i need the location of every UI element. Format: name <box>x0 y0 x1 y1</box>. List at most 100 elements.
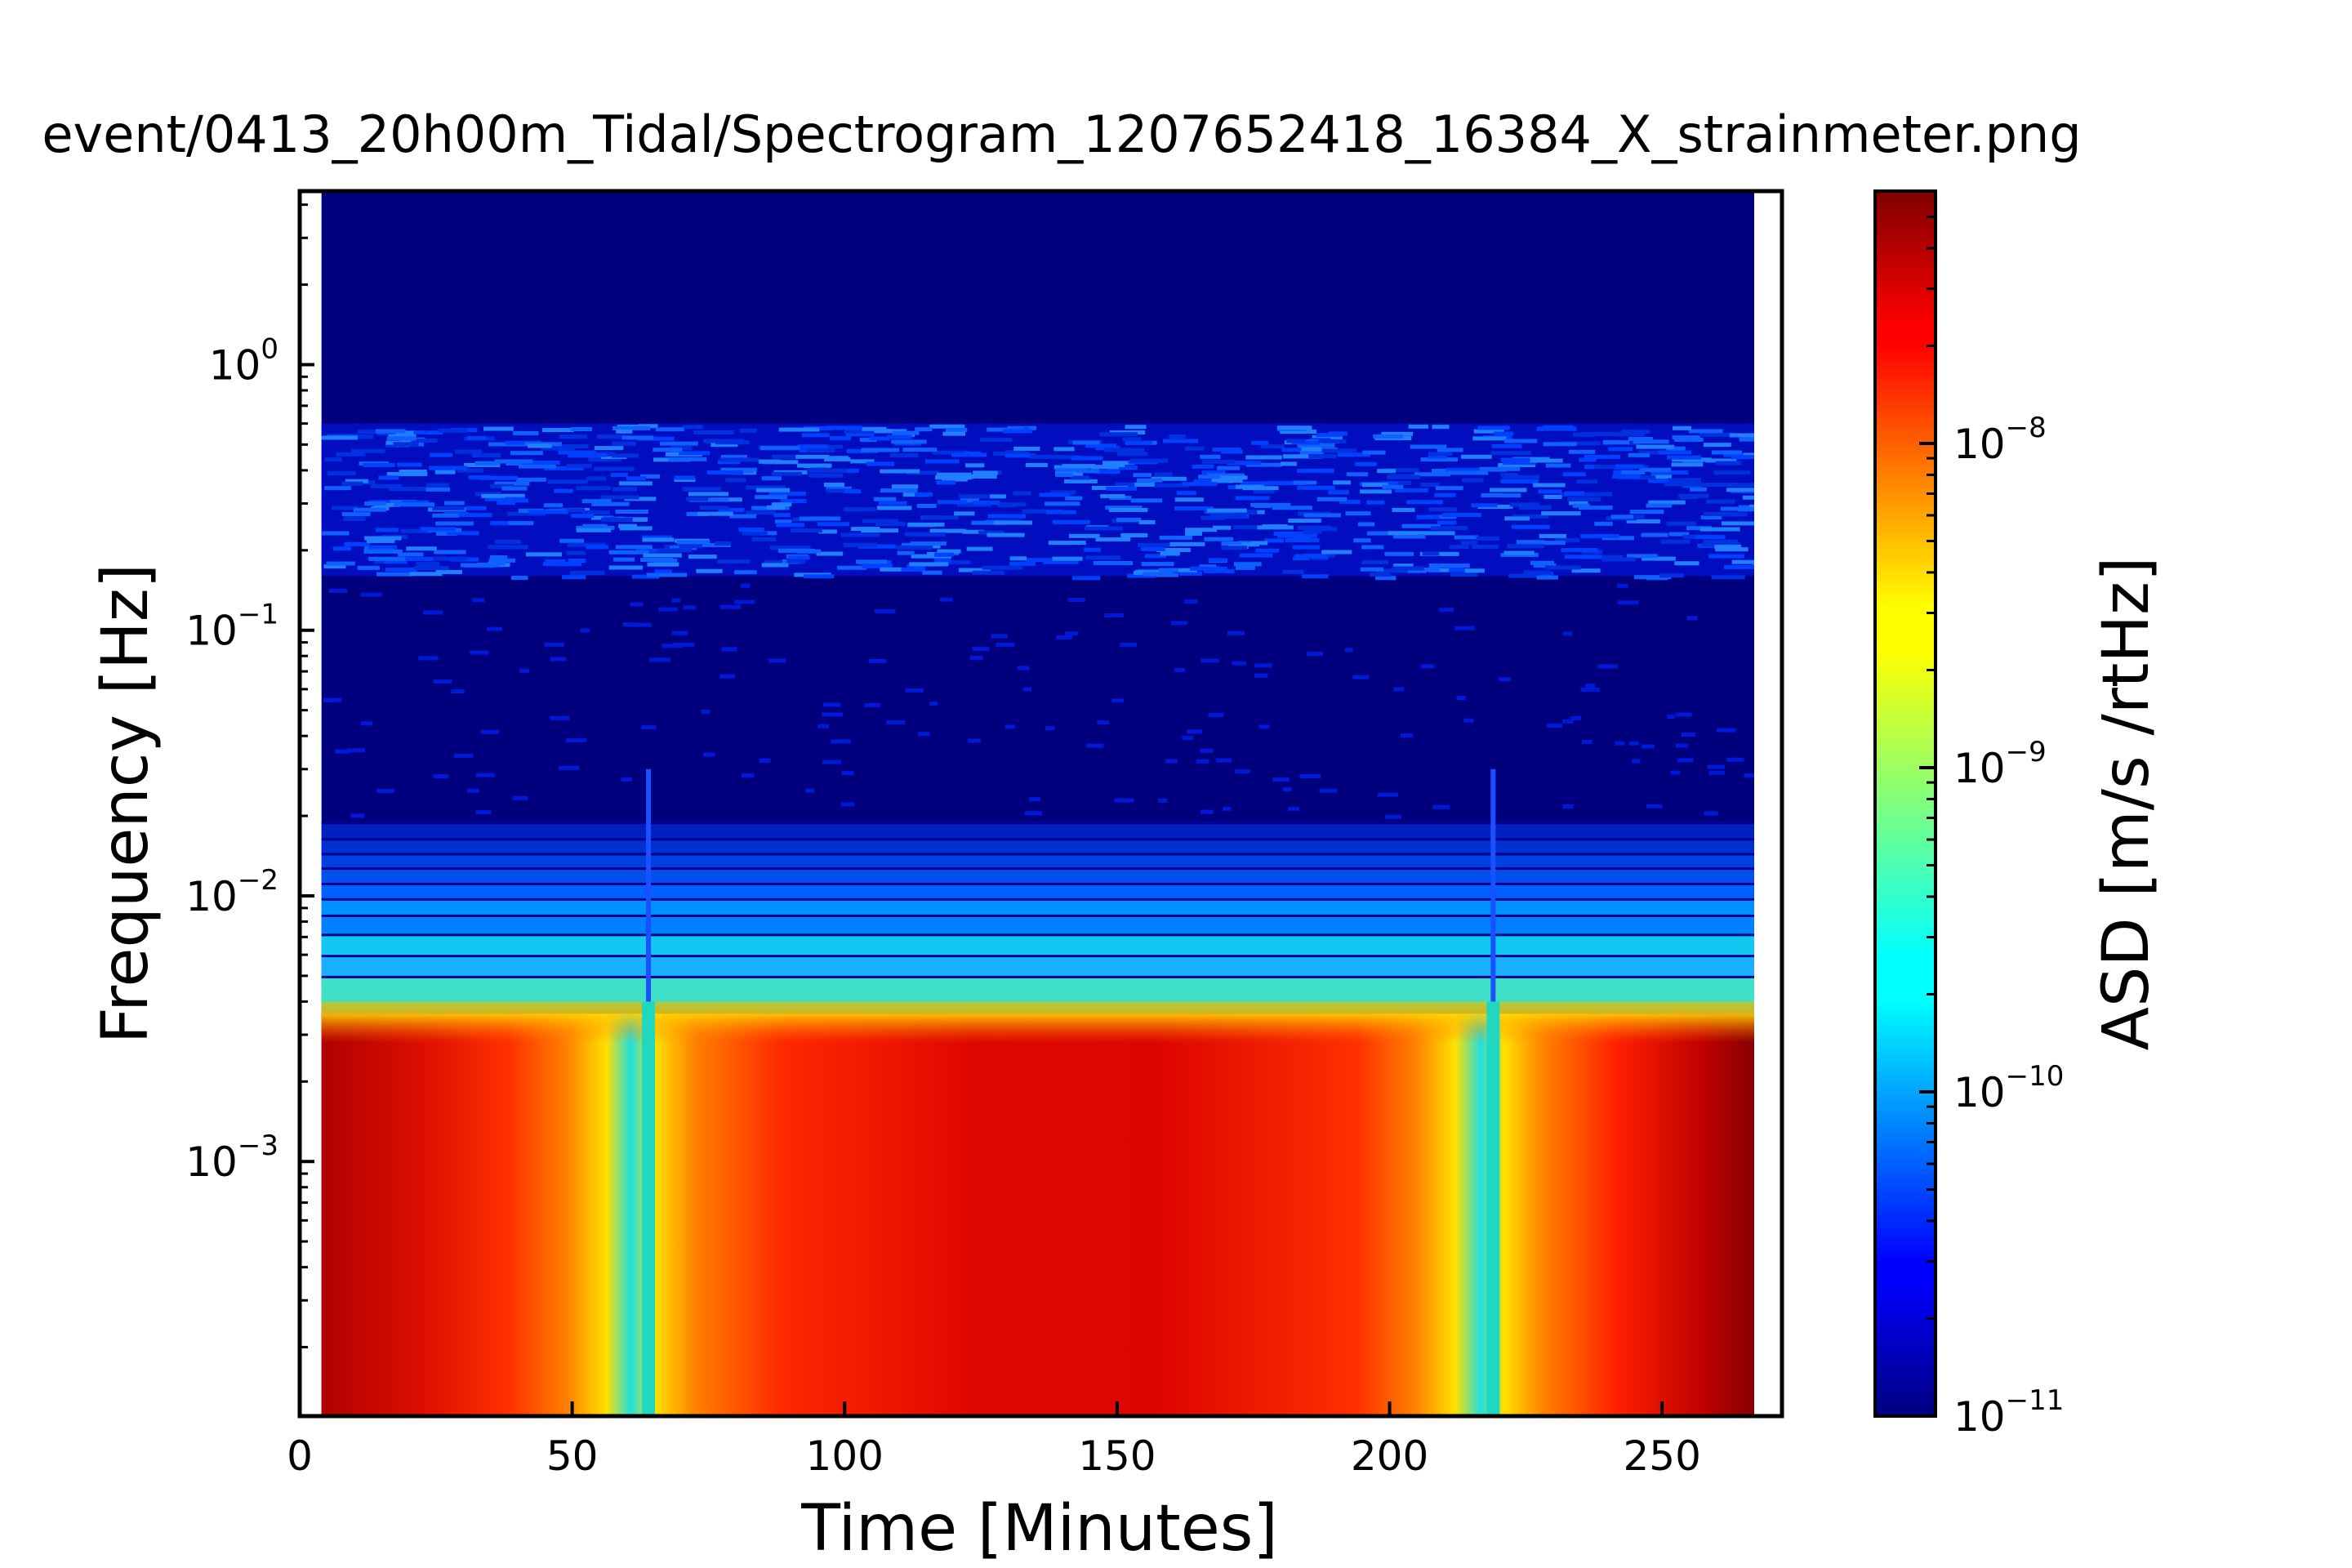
noise-speckle <box>601 517 633 522</box>
noise-speckle <box>795 454 830 459</box>
noise-speckle <box>1545 463 1571 468</box>
noise-speckle <box>1344 648 1353 653</box>
noise-speckle <box>541 428 574 433</box>
noise-speckle <box>1069 533 1100 538</box>
noise-speckle <box>1297 443 1335 448</box>
noise-speckle <box>1297 485 1335 490</box>
noise-speckle <box>612 441 636 446</box>
noise-speckle <box>322 531 350 536</box>
noise-speckle <box>1127 573 1156 578</box>
noise-speckle <box>1700 515 1722 520</box>
noise-speckle <box>519 668 529 673</box>
noise-speckle <box>1666 521 1696 526</box>
noise-speckle <box>1108 507 1148 512</box>
noise-speckle <box>891 439 927 444</box>
noise-speckle <box>738 528 764 532</box>
noise-speckle <box>1253 489 1275 494</box>
notch-line <box>642 1001 656 1416</box>
noise-speckle <box>1045 726 1055 731</box>
noise-speckle <box>1686 526 1713 531</box>
noise-speckle <box>657 548 693 553</box>
noise-speckle <box>1720 506 1739 511</box>
noise-speckle <box>1312 434 1343 439</box>
noise-speckle <box>1705 458 1737 463</box>
noise-speckle <box>1045 510 1076 514</box>
noise-speckle <box>1667 455 1702 460</box>
noise-speckle <box>567 542 606 547</box>
noise-speckle <box>1442 513 1481 518</box>
colorbar-tick-label: 10−8 <box>1953 412 2047 468</box>
noise-speckle <box>1280 430 1317 434</box>
noise-speckle <box>1065 496 1083 501</box>
noise-speckle <box>1052 556 1083 561</box>
harmonic-band <box>321 914 1754 934</box>
noise-speckle <box>982 565 1016 570</box>
noise-speckle <box>978 530 1004 535</box>
colorbar-label: ASD [m/s /rtHz] <box>2090 557 2163 1051</box>
noise-speckle <box>1633 439 1669 444</box>
noise-speckle <box>1509 502 1539 507</box>
noise-speckle <box>940 597 953 602</box>
noise-speckle <box>521 460 560 465</box>
noise-speckle <box>1422 551 1440 556</box>
noise-speckle <box>840 802 855 807</box>
noise-speckle <box>1715 547 1748 552</box>
noise-speckle <box>1670 770 1681 775</box>
noise-speckle <box>911 554 952 559</box>
noise-speckle <box>1185 446 1205 451</box>
noise-speckle <box>399 469 427 474</box>
noise-speckle <box>773 513 791 518</box>
noise-speckle <box>936 472 972 477</box>
noise-speckle <box>1695 535 1726 540</box>
noise-speckle <box>933 450 969 455</box>
low-frequency-band <box>321 1013 1754 1416</box>
noise-speckle <box>1674 561 1699 566</box>
noise-speckle <box>1568 449 1596 454</box>
x-axis-label: Time [Minutes] <box>800 1492 1278 1566</box>
noise-speckle <box>875 522 906 527</box>
noise-speckle <box>1660 539 1690 544</box>
noise-speckle <box>490 483 514 488</box>
noise-speckle <box>1321 550 1352 555</box>
noise-speckle <box>323 697 342 702</box>
noise-speckle <box>1707 764 1725 769</box>
noise-speckle <box>718 507 745 512</box>
noise-speckle <box>1460 541 1478 546</box>
noise-speckle <box>1753 564 1754 568</box>
noise-speckle <box>1503 439 1538 443</box>
noise-speckle <box>1463 718 1474 723</box>
noise-speckle <box>451 689 465 694</box>
noise-speckle <box>1221 546 1248 550</box>
noise-speckle <box>916 532 946 537</box>
noise-speckle <box>368 556 406 561</box>
noise-speckle <box>1671 462 1704 467</box>
noise-speckle <box>479 475 518 480</box>
noise-speckle <box>1294 554 1328 559</box>
noise-speckle <box>481 493 506 498</box>
noise-speckle <box>1159 568 1178 572</box>
noise-speckle <box>1115 482 1146 487</box>
noise-speckle <box>1601 557 1636 562</box>
noise-speckle <box>797 444 828 449</box>
noise-speckle <box>1713 470 1751 475</box>
noise-speckle <box>368 500 408 505</box>
noise-speckle <box>906 470 939 475</box>
noise-speckle <box>452 513 492 518</box>
noise-speckle <box>741 773 755 778</box>
noise-speckle <box>936 480 956 485</box>
x-tick-label: 250 <box>1623 1432 1700 1480</box>
noise-speckle <box>343 516 366 521</box>
noise-speckle <box>546 479 588 484</box>
noise-speckle <box>432 506 465 511</box>
noise-speckle <box>1293 480 1317 485</box>
x-tick-label: 0 <box>287 1432 313 1480</box>
noise-speckle <box>822 702 841 707</box>
noise-speckle <box>1185 531 1202 536</box>
noise-speckle <box>1392 566 1424 571</box>
noise-speckle <box>1104 613 1125 618</box>
noise-speckle <box>905 688 924 693</box>
noise-speckle <box>1200 809 1214 814</box>
noise-speckle <box>813 444 843 449</box>
noise-speckle <box>494 481 530 486</box>
noise-speckle <box>1125 440 1153 445</box>
